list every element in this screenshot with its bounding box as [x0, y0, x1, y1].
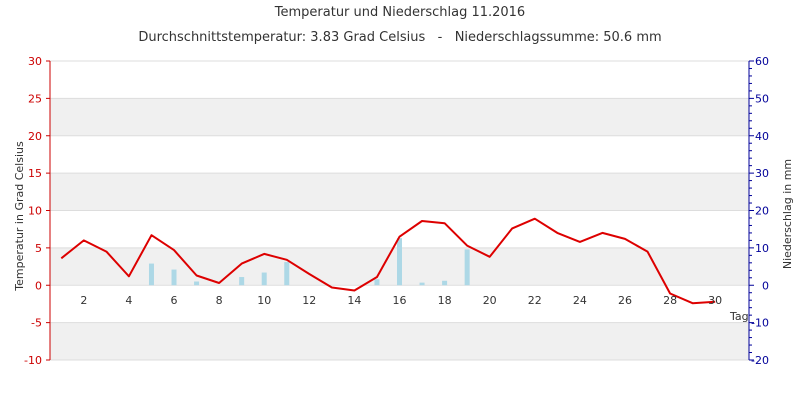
y2-tick-label: 50 [755, 92, 769, 105]
y-tick-label: 15 [28, 167, 42, 180]
x-tick-label: 26 [618, 294, 632, 307]
x-axis-label: Tag [729, 310, 749, 323]
x-tick-label: 30 [708, 294, 722, 307]
x-tick-labels: 2 4 6 8 10 12 14 16 18 20 22 24 26 28 30 [80, 294, 722, 307]
x-tick-label: 20 [483, 294, 497, 307]
precipitation-bar [261, 272, 267, 286]
x-tick-label: 28 [663, 294, 677, 307]
x-tick-label: 10 [257, 294, 271, 307]
y-tick-label: 25 [28, 92, 42, 105]
temperature-line [60, 217, 716, 305]
chart-title: Temperatur und Niederschlag 11.2016 [274, 5, 525, 20]
y-tick-label: 10 [28, 205, 42, 218]
y-tick-label: -10 [24, 354, 42, 367]
y2-tick-label: 10 [755, 242, 769, 255]
precipitation-bar [464, 249, 470, 286]
x-tick-label: 4 [125, 294, 132, 307]
y-tick-label: -5 [31, 317, 42, 330]
x-tick-label: 16 [393, 294, 407, 307]
precipitation-bar [419, 282, 425, 286]
x-tick-label: 18 [438, 294, 452, 307]
temperature-series-line [60, 217, 716, 305]
y-tick-labels: -10 -5 0 5 10 15 20 25 30 [24, 55, 42, 367]
x-tick-label: 14 [347, 294, 361, 307]
precipitation-bar [239, 277, 245, 286]
precipitation-bars [148, 238, 470, 286]
y2-tick-label: 40 [755, 130, 769, 143]
x-tick-label: 2 [80, 294, 87, 307]
y-tick-label: 0 [35, 279, 42, 292]
y-tick-label: 5 [35, 242, 42, 255]
y2-tick-labels: -20 -10 0 10 20 30 40 50 60 [751, 55, 769, 367]
y-tick-label: 30 [28, 55, 42, 68]
plot-band [50, 322, 749, 360]
y-axis-label: Temperatur in Grad Celsius [13, 141, 26, 292]
y2-tick-label: -20 [751, 354, 769, 367]
precipitation-bar [194, 281, 200, 286]
precipitation-bar [148, 263, 154, 286]
y2-tick-label: 20 [755, 205, 769, 218]
plot-band [50, 173, 749, 211]
x-tick-label: 22 [528, 294, 542, 307]
precipitation-bar [442, 280, 448, 286]
x-tick-label: 24 [573, 294, 587, 307]
x-tick-label: 6 [171, 294, 178, 307]
y2-tick-label: 60 [755, 55, 769, 68]
chart-subtitle: Durchschnittstemperatur: 3.83 Grad Celsi… [138, 30, 661, 45]
y2-tick-label: 30 [755, 167, 769, 180]
plot-band [50, 98, 749, 136]
axes [46, 60, 754, 361]
precipitation-bar [374, 279, 380, 286]
y-tick-label: 20 [28, 130, 42, 143]
y2-axis-label: Niederschlag in mm [781, 159, 794, 269]
precipitation-bar [171, 269, 177, 286]
precipitation-bar [397, 238, 402, 286]
y2-tick-label: -10 [751, 317, 769, 330]
y2-tick-label: 0 [762, 279, 769, 292]
x-tick-label: 12 [302, 294, 316, 307]
x-tick-label: 8 [216, 294, 223, 307]
precipitation-bar [284, 262, 290, 286]
